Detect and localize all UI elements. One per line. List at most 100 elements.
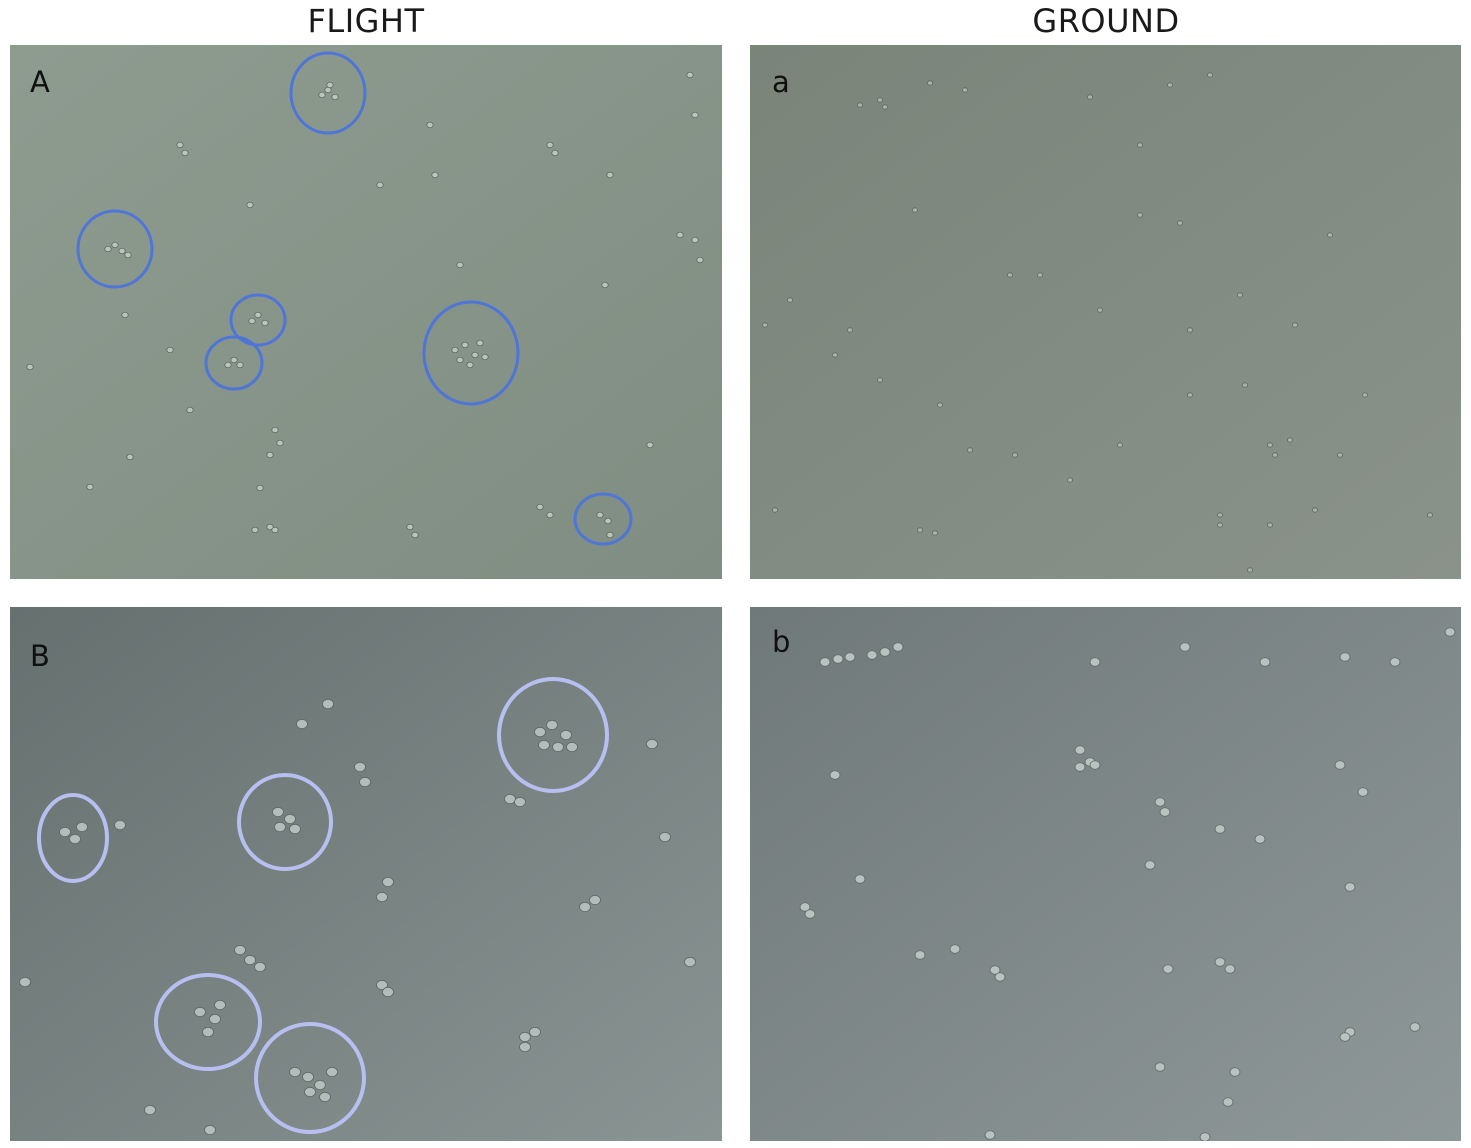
cell <box>1176 220 1183 226</box>
cell <box>1011 452 1018 458</box>
cell <box>1186 392 1193 398</box>
cell <box>111 241 119 249</box>
cell <box>326 1066 338 1078</box>
cell <box>604 517 612 525</box>
cell <box>276 439 284 447</box>
cell <box>1267 522 1274 528</box>
cell <box>331 93 339 101</box>
cell <box>1241 382 1248 388</box>
cluster-circle <box>204 335 264 391</box>
cell <box>686 71 694 79</box>
cell <box>546 141 554 149</box>
panel-B-micrograph: B <box>10 607 722 1141</box>
panel-B-label: B <box>30 639 50 673</box>
cell <box>254 961 266 973</box>
cell <box>984 1130 996 1140</box>
cell <box>1287 437 1294 443</box>
cell <box>771 507 778 513</box>
cell <box>382 876 394 888</box>
cell <box>646 441 654 449</box>
cell <box>589 894 601 906</box>
cell <box>456 261 464 269</box>
cell <box>1292 322 1299 328</box>
cell <box>1389 657 1401 667</box>
cell <box>144 1104 156 1116</box>
cell <box>799 902 811 912</box>
cluster-circle <box>289 51 367 135</box>
cell <box>1216 522 1223 528</box>
cell <box>1224 964 1236 974</box>
cell <box>877 97 884 103</box>
cell <box>126 453 134 461</box>
cell <box>1136 142 1143 148</box>
panel-b-background <box>750 607 1461 1141</box>
cell <box>376 979 388 991</box>
cell <box>476 339 484 347</box>
panel-a-background <box>750 45 1461 579</box>
cell <box>606 531 614 539</box>
cell <box>936 402 943 408</box>
cell <box>284 813 296 825</box>
cell <box>546 719 558 731</box>
cell <box>1222 1097 1234 1107</box>
cell <box>1444 627 1456 637</box>
cell <box>431 171 439 179</box>
cell <box>832 352 839 358</box>
cell <box>471 351 479 359</box>
cell <box>596 511 604 519</box>
cell <box>916 527 923 533</box>
cell <box>234 944 246 956</box>
cell <box>1246 567 1253 573</box>
cell <box>989 965 1001 975</box>
cell <box>696 256 704 264</box>
cell <box>1159 807 1171 817</box>
cell <box>176 141 184 149</box>
cell <box>254 311 262 319</box>
cell <box>289 1066 301 1078</box>
cell <box>376 891 388 903</box>
cell <box>256 484 264 492</box>
cell <box>1144 860 1156 870</box>
cell <box>318 91 326 99</box>
panel-A-micrograph: A <box>10 45 722 579</box>
cell <box>931 530 938 536</box>
cell <box>552 741 564 753</box>
cell <box>246 201 254 209</box>
cell <box>124 251 132 259</box>
cell <box>1339 652 1351 662</box>
panel-a-label: a <box>772 65 790 99</box>
cell <box>659 831 671 843</box>
cell <box>272 806 284 818</box>
cell <box>538 739 550 751</box>
cell <box>181 149 189 157</box>
cell <box>514 796 526 808</box>
panel-b-micrograph: b <box>750 607 1461 1141</box>
cell <box>121 311 129 319</box>
cell <box>376 181 384 189</box>
cell <box>966 447 973 453</box>
cluster-circle <box>422 300 520 406</box>
cell <box>994 972 1006 982</box>
cell <box>59 826 71 838</box>
panel-b-cells <box>799 627 1456 1141</box>
cell <box>1179 642 1191 652</box>
cell <box>1362 392 1369 398</box>
panel-B-background <box>10 607 722 1141</box>
cell <box>1357 787 1369 797</box>
cell <box>1206 72 1213 78</box>
cell <box>304 1086 316 1098</box>
cell <box>1214 957 1226 967</box>
cell <box>1166 82 1173 88</box>
panel-A-label: A <box>30 65 50 99</box>
cluster-circle <box>497 677 609 793</box>
cell <box>314 1079 326 1091</box>
cell <box>426 121 434 129</box>
cell <box>248 317 256 325</box>
cell <box>214 999 226 1011</box>
cell <box>296 718 308 730</box>
cell <box>926 80 933 86</box>
cell <box>466 361 474 369</box>
cell <box>461 341 469 349</box>
cell <box>1327 232 1334 238</box>
cell <box>961 87 968 93</box>
